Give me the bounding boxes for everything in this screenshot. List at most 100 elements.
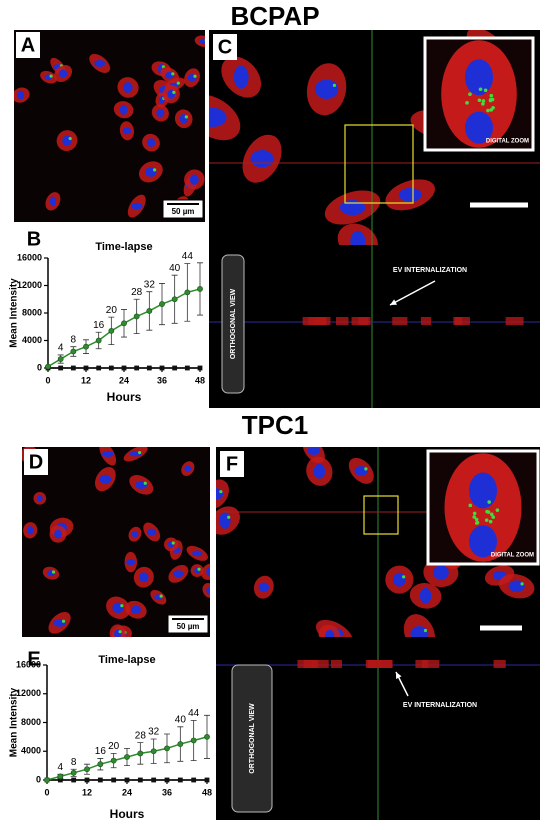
point-label: 4 xyxy=(58,343,64,354)
marker xyxy=(84,777,90,783)
marker xyxy=(124,777,130,783)
marker xyxy=(84,766,90,773)
vesicle xyxy=(489,512,494,517)
section-title: BCPAP xyxy=(230,1,319,31)
nucleus xyxy=(49,196,57,207)
marker xyxy=(137,777,143,783)
marker xyxy=(124,754,130,760)
vesicle xyxy=(332,83,337,87)
marker xyxy=(177,777,183,783)
x-tick-label: 0 xyxy=(45,375,50,385)
marker xyxy=(137,750,144,757)
vesicle xyxy=(227,515,231,519)
nucleus xyxy=(184,465,192,472)
panel-letter: D xyxy=(29,451,43,473)
marker xyxy=(164,745,170,752)
nucleus xyxy=(350,230,366,245)
y-tick-label: 12000 xyxy=(17,280,42,290)
vesicle xyxy=(153,168,157,172)
marker xyxy=(197,365,203,371)
orthogonal-signal xyxy=(454,317,470,325)
image-content xyxy=(441,40,517,148)
point-label: 32 xyxy=(144,279,156,290)
image-content xyxy=(14,35,205,218)
marker xyxy=(57,773,64,780)
vesicle xyxy=(484,518,489,522)
vesicle xyxy=(472,515,477,519)
nucleus xyxy=(189,174,199,185)
orthogonal-signal xyxy=(377,660,393,668)
vesicle xyxy=(487,500,491,504)
vesicle xyxy=(472,511,477,516)
nucleus xyxy=(469,472,497,509)
point-label: 8 xyxy=(71,334,77,345)
arrow-head xyxy=(390,299,397,305)
marker xyxy=(121,365,127,371)
point-label: 44 xyxy=(188,708,200,719)
image-content xyxy=(22,447,210,637)
marker xyxy=(204,733,210,740)
panel-letter-box xyxy=(24,449,48,475)
nucleus xyxy=(173,570,184,578)
x-tick-label: 24 xyxy=(122,787,132,797)
image-content xyxy=(444,453,522,562)
vesicle xyxy=(485,509,489,514)
orthogonal-signal xyxy=(313,317,327,325)
orthogonal-signal xyxy=(421,660,440,668)
panel-letter: B xyxy=(27,228,41,250)
point-label: 20 xyxy=(106,305,118,316)
nucleus xyxy=(130,202,143,210)
marker xyxy=(146,365,152,371)
x-tick-label: 24 xyxy=(119,375,129,385)
vesicle xyxy=(402,575,406,579)
orthogonal-pill xyxy=(221,254,245,394)
x-tick-label: 48 xyxy=(195,375,205,385)
zoom-label: DIGITAL ZOOM xyxy=(491,553,534,559)
vesicle xyxy=(468,503,473,508)
marker xyxy=(108,327,115,334)
nucleus xyxy=(131,531,139,538)
x-tick-label: 0 xyxy=(44,787,49,797)
marker xyxy=(70,769,77,776)
nucleus xyxy=(339,199,366,216)
vesicle xyxy=(423,628,428,633)
scale-label: 50 µm xyxy=(172,207,195,216)
nucleus xyxy=(216,488,224,500)
nucleus xyxy=(123,82,133,93)
x-tick-label: 36 xyxy=(157,375,167,385)
x-axis-label: Hours xyxy=(110,807,145,821)
vesicle xyxy=(172,90,176,94)
vesicle xyxy=(49,74,53,78)
vesicle xyxy=(143,481,147,485)
nucleus xyxy=(146,528,157,536)
vesicle xyxy=(468,92,472,97)
vesicle xyxy=(184,115,188,119)
marker xyxy=(70,365,76,371)
zoom-box xyxy=(363,495,399,535)
vesicle xyxy=(481,99,486,103)
vesicle xyxy=(465,101,469,105)
orthogonal-signal xyxy=(453,317,463,325)
vesicle xyxy=(495,508,500,512)
marker xyxy=(45,363,51,370)
nucleus xyxy=(398,187,422,202)
point-label: 20 xyxy=(108,741,120,752)
marker xyxy=(95,337,102,344)
vesicle xyxy=(478,87,483,92)
nucleus xyxy=(17,90,25,100)
arrow-label: EV INTERNALIZATION xyxy=(403,702,477,709)
vesicle xyxy=(481,102,485,106)
point-label: 16 xyxy=(95,746,107,757)
nucleus xyxy=(313,463,326,479)
marker xyxy=(44,777,50,783)
panel-letter: F xyxy=(226,453,238,475)
vesicle xyxy=(176,81,180,85)
marker xyxy=(172,365,178,371)
y-tick-label: 16000 xyxy=(16,659,41,669)
vesicle xyxy=(51,570,56,574)
nucleus xyxy=(219,512,231,529)
y-tick-label: 4000 xyxy=(21,746,41,756)
vesicle xyxy=(61,619,66,623)
orthogonal-signal xyxy=(505,317,524,325)
